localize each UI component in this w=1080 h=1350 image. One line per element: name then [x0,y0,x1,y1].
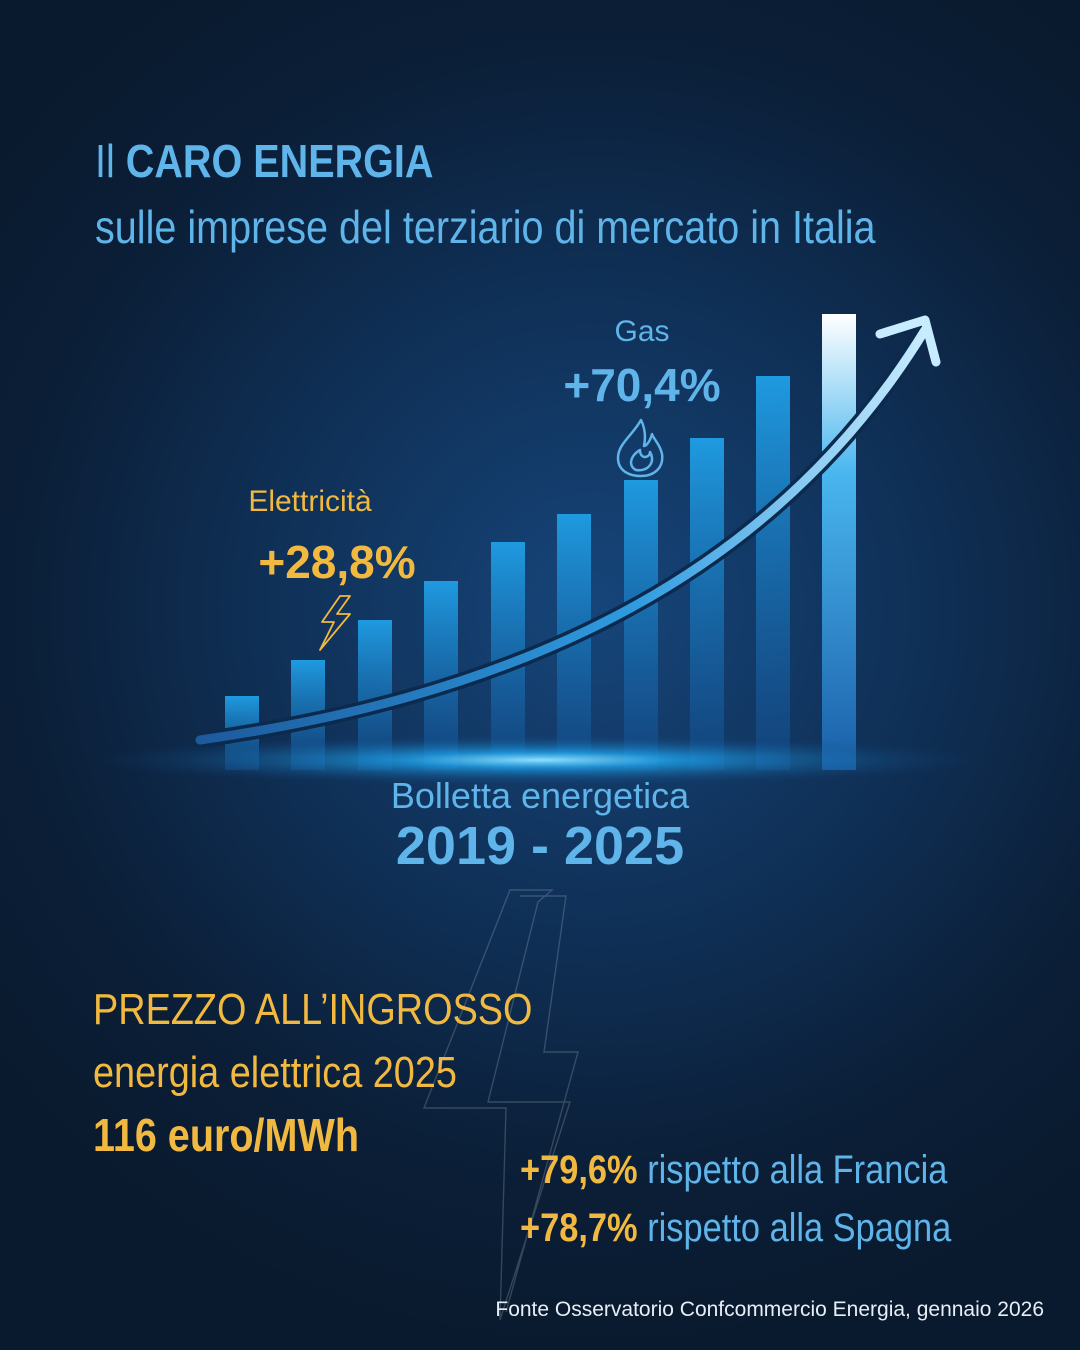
comparison-text: rispetto alla Francia [647,1148,948,1192]
background-lightning-icon [422,889,579,1321]
lightning-bolt-icon [319,595,351,651]
gas-label: Gas [614,315,670,348]
electricity-value: +28,8% [258,536,416,588]
comparison-value: +79,6% [520,1148,638,1192]
comparison-france: +79,6% rispetto alla Francia [520,1148,947,1193]
floor-glow [90,734,990,786]
bar [624,480,658,770]
comparison-spain: +78,7% rispetto alla Spagna [520,1206,951,1251]
electricity-label: Elettricità [248,485,372,518]
bar [822,314,856,770]
title-prefix: Il [95,135,115,187]
wholesale-heading: PREZZO ALL’INGROSSO [93,985,533,1034]
source-note: Fonte Osservatorio Confcommercio Energia… [495,1298,1044,1321]
title-bold: CARO ENERGIA [125,135,434,187]
comparison-text: rispetto alla Spagna [647,1206,952,1250]
bar [690,438,724,770]
bill-years: 2019 - 2025 [395,816,685,876]
wholesale-subheading: energia elettrica 2025 [93,1048,457,1097]
bill-label: Bolletta energetica [390,775,690,816]
arrow-head-icon [875,315,941,367]
trend-arrow-line [195,325,930,745]
flame-icon [616,418,664,478]
bar [756,376,790,770]
title: Il CARO ENERGIA [95,134,433,188]
comparison-value: +78,7% [520,1206,638,1250]
gas-value: +70,4% [563,359,721,411]
subtitle: sulle imprese del terziario di mercato i… [95,201,876,253]
wholesale-price: 116 euro/MWh [93,1109,359,1161]
